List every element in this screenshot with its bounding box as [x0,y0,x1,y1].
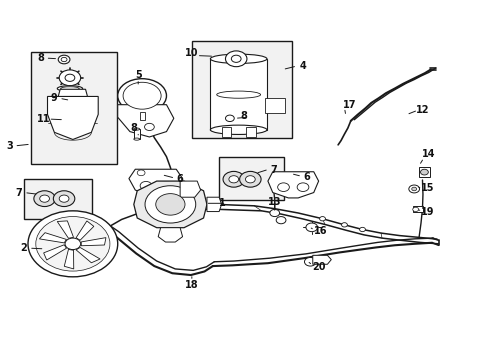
Ellipse shape [118,79,166,113]
Ellipse shape [134,128,140,130]
Circle shape [34,191,55,207]
Polygon shape [57,221,73,238]
Circle shape [40,195,49,202]
Circle shape [65,74,75,81]
Text: 19: 19 [420,207,433,217]
Text: 17: 17 [342,100,355,110]
Ellipse shape [134,138,140,140]
Circle shape [412,207,418,212]
Polygon shape [129,169,182,197]
Polygon shape [76,221,94,240]
Text: 10: 10 [185,48,198,58]
Polygon shape [265,98,285,113]
Circle shape [145,186,195,223]
Text: 20: 20 [311,262,325,272]
Text: 12: 12 [415,105,429,115]
Text: 11: 11 [37,114,50,124]
Circle shape [228,176,238,183]
Bar [418,167,429,177]
Text: 14: 14 [421,149,435,159]
Circle shape [239,171,261,187]
Bar [31,51,117,164]
Circle shape [420,169,427,175]
Circle shape [159,181,171,190]
Circle shape [408,185,419,193]
Polygon shape [81,238,106,246]
Circle shape [276,217,285,224]
Bar [140,112,144,120]
Polygon shape [76,247,100,263]
Polygon shape [64,249,74,269]
Circle shape [225,115,234,122]
Text: 7: 7 [270,165,277,175]
Polygon shape [58,89,87,96]
Text: 2: 2 [20,243,27,253]
Polygon shape [40,233,66,243]
Text: 5: 5 [135,70,142,80]
Circle shape [305,223,317,231]
Text: 15: 15 [420,183,433,193]
Bar [210,59,266,130]
Text: 8: 8 [130,123,137,133]
Polygon shape [267,172,318,198]
Circle shape [36,217,110,271]
Ellipse shape [57,86,82,91]
Circle shape [156,194,184,215]
Polygon shape [43,245,66,260]
Text: 13: 13 [267,197,281,207]
Circle shape [223,171,244,187]
Text: 9: 9 [51,93,58,103]
Text: 1: 1 [219,198,225,208]
Circle shape [359,227,365,231]
Bar [191,41,292,138]
Circle shape [277,183,289,192]
Polygon shape [134,181,206,228]
Circle shape [225,51,246,67]
Bar [221,127,231,137]
Circle shape [28,211,118,277]
Text: 4: 4 [299,61,306,71]
Text: 8: 8 [37,53,44,63]
Circle shape [53,191,75,207]
Polygon shape [158,228,182,242]
Circle shape [59,70,81,86]
Bar [245,127,255,137]
Circle shape [297,183,308,192]
Polygon shape [118,105,173,137]
Text: 3: 3 [6,141,13,151]
Polygon shape [206,197,221,212]
Text: 16: 16 [313,226,326,236]
Circle shape [61,57,67,62]
Circle shape [137,170,145,176]
Ellipse shape [216,91,260,98]
Polygon shape [312,255,330,264]
Ellipse shape [61,87,79,90]
Ellipse shape [123,82,161,109]
Circle shape [140,181,152,190]
Text: 6: 6 [303,172,310,182]
Circle shape [231,55,241,62]
Circle shape [65,238,81,249]
Text: 8: 8 [240,111,246,121]
Bar [134,129,140,139]
Circle shape [58,55,70,64]
Circle shape [59,195,69,202]
Circle shape [245,176,255,183]
Polygon shape [180,181,200,197]
Text: 6: 6 [176,174,183,184]
Circle shape [144,123,154,131]
Circle shape [319,217,325,221]
Bar [412,206,423,212]
Ellipse shape [210,54,266,63]
Text: 7: 7 [16,188,22,198]
Text: 18: 18 [184,280,198,290]
Circle shape [304,257,316,266]
Circle shape [269,210,279,217]
Circle shape [411,187,416,191]
Ellipse shape [210,125,266,134]
Bar [219,157,284,200]
Polygon shape [47,96,98,139]
Circle shape [341,223,346,227]
Bar [24,179,92,219]
